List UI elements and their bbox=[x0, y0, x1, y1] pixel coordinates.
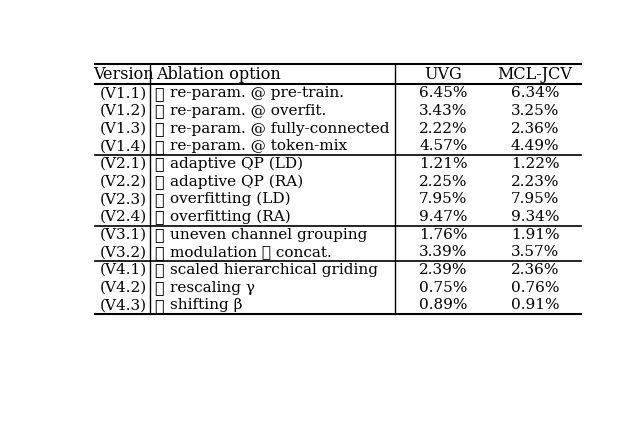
Text: shifting β: shifting β bbox=[170, 298, 243, 312]
Text: (V1.3): (V1.3) bbox=[100, 122, 147, 136]
Text: 4.49%: 4.49% bbox=[511, 139, 559, 153]
Text: ✗: ✗ bbox=[154, 156, 164, 173]
Text: rescaling γ: rescaling γ bbox=[170, 280, 255, 295]
Text: ✗: ✗ bbox=[154, 226, 164, 243]
Text: 2.36%: 2.36% bbox=[511, 122, 559, 136]
Text: 0.75%: 0.75% bbox=[419, 280, 467, 295]
Text: (V4.3): (V4.3) bbox=[100, 298, 147, 312]
Text: (V1.2): (V1.2) bbox=[100, 104, 147, 118]
Text: scaled hierarchical griding: scaled hierarchical griding bbox=[170, 263, 378, 277]
Text: ✗: ✗ bbox=[154, 173, 164, 190]
Text: MCL-JCV: MCL-JCV bbox=[498, 66, 573, 83]
Text: (V1.4): (V1.4) bbox=[100, 139, 147, 153]
Text: 3.39%: 3.39% bbox=[419, 245, 467, 259]
Text: adaptive QP (RA): adaptive QP (RA) bbox=[170, 174, 303, 189]
Text: ✗: ✗ bbox=[154, 138, 164, 155]
Text: Version: Version bbox=[93, 66, 154, 83]
Text: ✗: ✗ bbox=[154, 279, 164, 296]
Text: 2.39%: 2.39% bbox=[419, 263, 468, 277]
Text: 6.45%: 6.45% bbox=[419, 86, 468, 100]
Text: (V1.1): (V1.1) bbox=[100, 86, 147, 100]
Text: (V2.4): (V2.4) bbox=[100, 210, 147, 224]
Text: 2.22%: 2.22% bbox=[419, 122, 468, 136]
Text: 2.23%: 2.23% bbox=[511, 175, 559, 189]
Text: (V4.2): (V4.2) bbox=[100, 280, 147, 295]
Text: 1.22%: 1.22% bbox=[511, 157, 559, 171]
Text: (V3.2): (V3.2) bbox=[100, 245, 147, 259]
Text: re-param. @ fully-connected: re-param. @ fully-connected bbox=[170, 122, 390, 136]
Text: 3.43%: 3.43% bbox=[419, 104, 467, 118]
Text: (V2.1): (V2.1) bbox=[100, 157, 147, 171]
Text: adaptive QP (LD): adaptive QP (LD) bbox=[170, 157, 303, 171]
Text: ✗: ✗ bbox=[154, 261, 164, 278]
Text: (V3.1): (V3.1) bbox=[100, 227, 147, 241]
Text: (V2.2): (V2.2) bbox=[100, 175, 147, 189]
Text: re-param. @ token-mix: re-param. @ token-mix bbox=[170, 139, 348, 153]
Text: 9.34%: 9.34% bbox=[511, 210, 559, 224]
Text: 3.57%: 3.57% bbox=[511, 245, 559, 259]
Text: 4.57%: 4.57% bbox=[419, 139, 467, 153]
Text: re-param. @ pre-train.: re-param. @ pre-train. bbox=[170, 86, 344, 100]
Text: 1.76%: 1.76% bbox=[419, 227, 468, 241]
Text: UVG: UVG bbox=[424, 66, 462, 83]
Text: overfitting (LD): overfitting (LD) bbox=[170, 192, 291, 207]
Text: ✗: ✗ bbox=[154, 85, 164, 102]
Text: modulation ✓ concat.: modulation ✓ concat. bbox=[170, 245, 332, 259]
Text: 6.34%: 6.34% bbox=[511, 86, 559, 100]
Text: 1.91%: 1.91% bbox=[511, 227, 559, 241]
Text: 2.25%: 2.25% bbox=[419, 175, 468, 189]
Text: 1.21%: 1.21% bbox=[419, 157, 468, 171]
Text: 0.76%: 0.76% bbox=[511, 280, 559, 295]
Text: uneven channel grouping: uneven channel grouping bbox=[170, 227, 367, 241]
Text: ✗: ✗ bbox=[154, 191, 164, 208]
Text: Ablation option: Ablation option bbox=[156, 66, 280, 83]
Text: 3.25%: 3.25% bbox=[511, 104, 559, 118]
Text: ✗: ✗ bbox=[154, 297, 164, 314]
Text: overfitting (RA): overfitting (RA) bbox=[170, 210, 291, 224]
Text: 9.47%: 9.47% bbox=[419, 210, 468, 224]
Text: (V4.1): (V4.1) bbox=[100, 263, 147, 277]
Text: ✗: ✗ bbox=[154, 120, 164, 137]
Text: ✗: ✗ bbox=[154, 208, 164, 225]
Text: 7.95%: 7.95% bbox=[419, 192, 467, 206]
Text: ✗: ✗ bbox=[154, 102, 164, 119]
Text: re-param. @ overfit.: re-param. @ overfit. bbox=[170, 104, 326, 118]
Text: ✗: ✗ bbox=[154, 244, 164, 261]
Text: (V2.3): (V2.3) bbox=[100, 192, 147, 206]
Text: 7.95%: 7.95% bbox=[511, 192, 559, 206]
Text: 2.36%: 2.36% bbox=[511, 263, 559, 277]
Text: 0.89%: 0.89% bbox=[419, 298, 468, 312]
Text: 0.91%: 0.91% bbox=[511, 298, 559, 312]
